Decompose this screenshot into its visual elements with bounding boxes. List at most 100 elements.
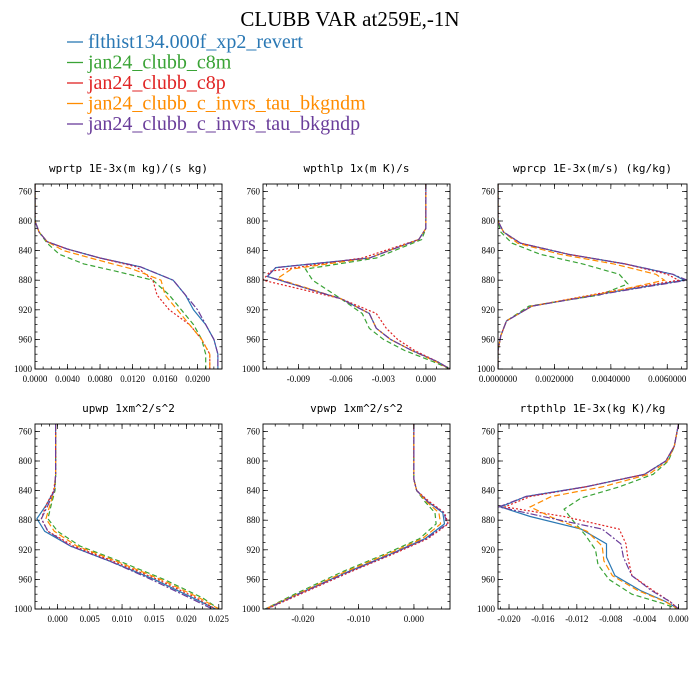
y-tick-label: 920 bbox=[247, 305, 261, 315]
y-tick-label: 960 bbox=[247, 574, 261, 584]
x-tick-label: 0.000 bbox=[668, 614, 689, 624]
x-tick-label: 0.000 bbox=[404, 614, 425, 624]
series-line bbox=[36, 424, 216, 609]
x-tick-label: 0.0040 bbox=[55, 374, 80, 384]
x-tick-label: 0.015 bbox=[144, 614, 165, 624]
legend-item: jan24_clubb_c8m bbox=[67, 52, 232, 74]
panel-title: upwp 1xm^2/s^2 bbox=[82, 402, 175, 415]
series-group bbox=[263, 184, 450, 369]
chart-panel: vpwp 1xm^2/s^2 760 800 840 880 920 960 1000 -0.0… bbox=[242, 402, 451, 624]
series-line bbox=[40, 424, 213, 609]
series-line bbox=[498, 184, 629, 369]
series-line bbox=[266, 424, 448, 609]
plot-frame bbox=[497, 183, 688, 370]
x-tick-label: 0.0120 bbox=[120, 374, 145, 384]
x-tick-label: 0.0020000 bbox=[535, 374, 574, 384]
series-group bbox=[35, 184, 219, 369]
y-tick-label: 1000 bbox=[14, 604, 33, 614]
y-tick-label: 880 bbox=[482, 515, 496, 525]
y-tick-label: 800 bbox=[247, 456, 261, 466]
series-line bbox=[498, 424, 680, 609]
panel-title: wprtp 1E-3x(m kg)/(s kg) bbox=[49, 162, 208, 175]
x-tick-label: 0.0000 bbox=[23, 374, 48, 384]
y-tick-label: 880 bbox=[19, 515, 33, 525]
y-tick-label: 960 bbox=[19, 574, 33, 584]
x-tick-label: -0.003 bbox=[372, 374, 396, 384]
series-line bbox=[264, 424, 437, 609]
series-line bbox=[498, 424, 680, 609]
x-tick-label: 0.0060000 bbox=[648, 374, 687, 384]
y-tick-label: 1000 bbox=[477, 604, 496, 614]
series-line bbox=[45, 424, 220, 609]
legend-label: jan24_clubb_c8m bbox=[87, 52, 232, 74]
y-tick-label: 920 bbox=[19, 545, 33, 555]
series-line bbox=[35, 184, 211, 369]
x-tick-label: -0.012 bbox=[565, 614, 588, 624]
legend-label: jan24_clubb_c_invrs_tau_bkgndm bbox=[87, 93, 366, 115]
y-tick-label: 920 bbox=[482, 545, 496, 555]
y-tick-label: 760 bbox=[19, 186, 33, 196]
y-tick-label: 800 bbox=[247, 216, 261, 226]
y-tick-label: 920 bbox=[482, 305, 496, 315]
chart-panel: wpthlp 1x(m K)/s 760 800 840 880 920 960 1000 -0… bbox=[242, 162, 451, 384]
plot-frame bbox=[34, 423, 223, 610]
y-tick-label: 1000 bbox=[242, 364, 261, 374]
y-tick-label: 960 bbox=[247, 334, 261, 344]
x-tick-label: -0.004 bbox=[633, 614, 657, 624]
y-tick-label: 960 bbox=[482, 334, 496, 344]
x-tick-label: 0.0200 bbox=[185, 374, 210, 384]
x-tick-label: 0.000 bbox=[47, 614, 68, 624]
x-tick-label: 0.010 bbox=[112, 614, 133, 624]
y-tick-label: 1000 bbox=[242, 604, 261, 614]
y-tick-label: 800 bbox=[19, 216, 33, 226]
plot-frame bbox=[34, 183, 223, 370]
series-line bbox=[263, 184, 450, 369]
x-tick-label: -0.006 bbox=[329, 374, 353, 384]
x-tick-label: 0.0080 bbox=[88, 374, 113, 384]
y-tick-label: 880 bbox=[247, 515, 261, 525]
y-tick-label: 920 bbox=[247, 545, 261, 555]
plot-frame bbox=[262, 183, 451, 370]
series-line bbox=[498, 184, 666, 369]
chart-panel: wprtp 1E-3x(m kg)/(s kg) 760 800 840 880 920 9… bbox=[14, 162, 223, 384]
series-line bbox=[35, 184, 211, 369]
legend-label: jan24_clubb_c_invrs_tau_bkgndp bbox=[87, 113, 360, 135]
series-line bbox=[35, 184, 219, 369]
legend-item: jan24_clubb_c8p bbox=[67, 72, 226, 94]
y-tick-label: 840 bbox=[247, 486, 261, 496]
y-tick-label: 800 bbox=[19, 456, 33, 466]
x-tick-label: -0.020 bbox=[497, 614, 521, 624]
y-tick-label: 800 bbox=[482, 216, 496, 226]
x-tick-label: 0.005 bbox=[80, 614, 101, 624]
y-tick-label: 840 bbox=[247, 246, 261, 256]
x-tick-label: -0.020 bbox=[291, 614, 315, 624]
y-tick-label: 760 bbox=[19, 426, 33, 436]
y-tick-label: 760 bbox=[482, 186, 496, 196]
series-group bbox=[498, 424, 680, 609]
x-tick-label: 0.0000000 bbox=[479, 374, 518, 384]
y-tick-label: 760 bbox=[247, 426, 261, 436]
x-tick-label: -0.008 bbox=[599, 614, 623, 624]
panel-title: rtpthlp 1E-3x(kg K)/kg bbox=[520, 402, 666, 415]
x-tick-label: -0.010 bbox=[347, 614, 371, 624]
y-tick-label: 1000 bbox=[477, 364, 496, 374]
y-tick-label: 920 bbox=[19, 305, 33, 315]
legend-item: jan24_clubb_c_invrs_tau_bkgndp bbox=[67, 113, 360, 135]
y-tick-label: 1000 bbox=[14, 364, 33, 374]
y-tick-label: 800 bbox=[482, 456, 496, 466]
series-line bbox=[264, 424, 446, 609]
panel-title: wprcp 1E-3x(m/s) (kg/kg) bbox=[513, 162, 672, 175]
x-tick-label: -0.009 bbox=[287, 374, 311, 384]
x-tick-label: 0.020 bbox=[176, 614, 197, 624]
series-line bbox=[264, 424, 442, 609]
chart-panel: wprcp 1E-3x(m/s) (kg/kg) 760 800 840 880 920 9… bbox=[477, 162, 688, 384]
y-tick-label: 960 bbox=[482, 574, 496, 584]
plot-frame bbox=[497, 423, 688, 610]
series-line bbox=[563, 424, 680, 609]
series-group bbox=[36, 424, 220, 609]
chart-panel: rtpthlp 1E-3x(kg K)/kg 760 800 840 880 920 960… bbox=[477, 402, 689, 624]
panels: wprtp 1E-3x(m kg)/(s kg) 760 800 840 880 920 9… bbox=[14, 162, 689, 624]
series-line bbox=[266, 184, 450, 369]
y-tick-label: 840 bbox=[482, 246, 496, 256]
